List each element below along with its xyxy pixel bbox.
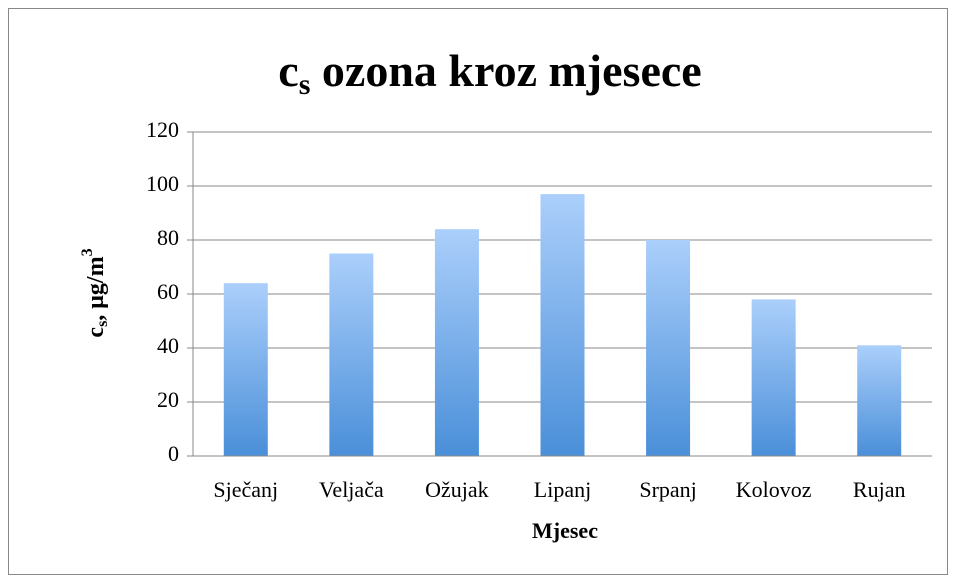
bar [223, 283, 268, 456]
x-tick-label: Kolovoz [736, 477, 812, 502]
y-tick-label: 60 [157, 279, 179, 304]
y-tick-label: 120 [146, 117, 179, 142]
bar [646, 240, 691, 456]
y-axis-label: cs, μg/m3 [79, 248, 111, 337]
x-tick-label: Srpanj [639, 477, 696, 502]
y-tick-label: 100 [146, 171, 179, 196]
x-tick-label: Sječanj [213, 477, 278, 502]
chart-title: cs ozona kroz mjesece [278, 45, 701, 101]
bar [329, 253, 374, 456]
bar [751, 299, 796, 456]
y-tick-label: 20 [157, 387, 179, 412]
x-tick-label: Rujan [853, 477, 906, 502]
y-tick-label: 80 [157, 225, 179, 250]
x-tick-label: Lipanj [534, 477, 591, 502]
y-tick-label: 40 [157, 333, 179, 358]
x-tick-label: Ožujak [425, 477, 489, 502]
bar [434, 229, 479, 456]
bar [540, 194, 585, 456]
y-tick-label: 0 [168, 441, 179, 466]
bar [857, 345, 902, 456]
x-axis-label: Mjesec [532, 518, 598, 543]
x-tick-label: Veljača [319, 477, 384, 502]
